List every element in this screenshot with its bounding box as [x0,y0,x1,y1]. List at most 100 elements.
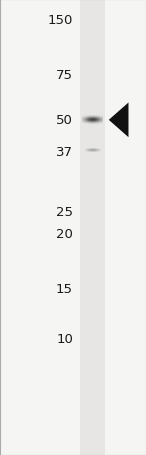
Bar [80,209,105,211]
Bar [80,174,105,176]
Bar [93,117,94,118]
Bar [85,125,86,126]
Bar [80,182,105,183]
Bar [80,306,105,308]
Bar [100,120,101,121]
Bar [87,151,88,152]
Bar [80,149,105,150]
Bar [80,173,105,174]
Bar [80,335,105,337]
Bar [88,151,89,152]
Bar [97,149,98,150]
Bar [98,121,99,122]
Bar [96,117,97,118]
Bar [101,124,102,125]
Bar [80,274,105,276]
Bar [85,152,86,153]
Bar [90,150,91,151]
Text: 15: 15 [56,283,73,295]
Bar [80,305,105,306]
Bar [80,21,105,23]
Bar [80,226,105,228]
Bar [80,422,105,423]
Bar [80,379,105,381]
Bar [80,132,105,133]
Bar [95,116,96,117]
Bar [92,148,93,149]
Bar [80,367,105,369]
Bar [91,151,92,152]
Bar [91,117,92,118]
Bar [84,124,85,125]
Bar [94,151,95,152]
Bar [80,282,105,283]
Bar [80,82,105,83]
Bar [80,56,105,58]
Bar [84,125,85,126]
Bar [80,212,105,214]
Bar [80,141,105,142]
Bar [93,118,94,119]
Bar [101,123,102,124]
Bar [80,147,105,149]
Bar [98,119,99,120]
Bar [100,151,101,152]
Bar [94,117,95,118]
Bar [80,268,105,270]
Bar [87,148,88,149]
Bar [80,200,105,202]
Bar [84,120,85,121]
Bar [95,153,96,154]
Bar [80,322,105,323]
Bar [92,119,93,120]
Bar [80,140,105,141]
Bar [80,334,105,335]
Bar [83,121,84,122]
Bar [80,273,105,274]
Bar [80,373,105,374]
Bar [91,120,92,121]
Bar [83,116,84,117]
Bar [97,125,98,126]
Bar [80,203,105,205]
Bar [80,183,105,185]
Bar [96,149,97,150]
Bar [80,222,105,223]
Bar [88,117,89,118]
Bar [80,358,105,359]
Bar [80,346,105,347]
Bar [80,281,105,282]
Bar [80,265,105,267]
Bar [84,121,85,122]
Bar [88,148,89,149]
Bar [98,150,99,151]
Bar [80,218,105,220]
Bar [80,331,105,332]
Bar [99,149,100,150]
Bar [80,293,105,294]
Bar [96,148,97,149]
Bar [80,417,105,419]
Bar [86,151,87,152]
Bar [100,119,101,120]
Bar [97,152,98,153]
Bar [89,119,90,120]
Bar [80,258,105,259]
Bar [80,410,105,411]
Bar [80,215,105,217]
Bar [80,326,105,328]
Bar [90,152,91,153]
Bar [93,148,94,149]
Bar [87,117,88,118]
Bar [80,167,105,168]
Bar [80,41,105,42]
Bar [86,125,87,126]
Bar [80,414,105,415]
Bar [94,116,95,117]
Bar [80,337,105,338]
Bar [80,144,105,146]
Bar [80,111,105,112]
Bar [99,122,100,123]
Bar [80,18,105,20]
Bar [96,152,97,153]
